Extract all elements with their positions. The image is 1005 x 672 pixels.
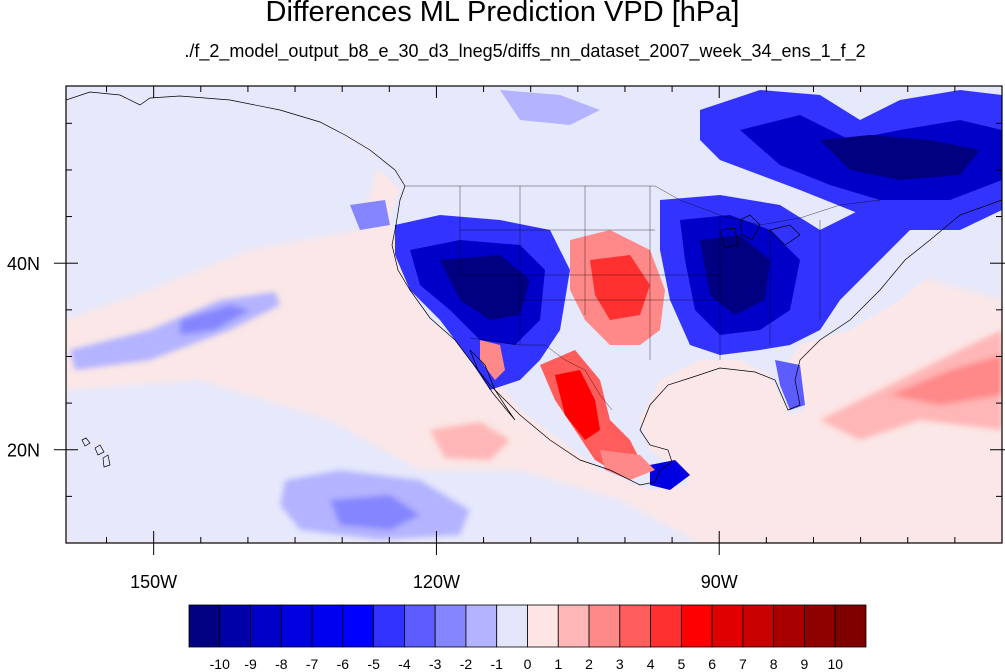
mexico-red-core <box>555 370 600 440</box>
colorbar-label: -4 <box>398 656 411 672</box>
great-lakes <box>719 214 801 249</box>
canada-east-darkest-blue <box>820 135 980 180</box>
oregon-coast-blue <box>350 200 390 230</box>
colorbar-label: 1 <box>554 656 562 672</box>
lon-tick-label: 150W <box>130 572 177 592</box>
colorbar-label: -9 <box>244 656 257 672</box>
colorbar-swatch <box>250 604 282 648</box>
colorbar-swatch <box>465 604 498 648</box>
map-field <box>66 86 1002 543</box>
hawaii-islands <box>81 437 111 468</box>
colorbar-swatch <box>434 604 467 648</box>
colorbar-swatch <box>680 604 713 648</box>
colorbar-swatch <box>557 604 590 648</box>
colorbar-label: -3 <box>429 656 442 672</box>
colorbar-swatch <box>311 604 344 648</box>
colorbar-label: 4 <box>647 656 655 672</box>
baja-california-coastline <box>469 349 516 421</box>
colorbar-swatch <box>496 604 528 648</box>
colorbar-label: 8 <box>770 656 778 672</box>
colorbar-swatch <box>188 604 221 648</box>
positive-anomalies <box>480 230 665 480</box>
colorbar-label: -10 <box>210 656 230 672</box>
colorbar-swatch <box>588 604 621 648</box>
pacific-light-blue-band <box>66 86 380 320</box>
coastlines <box>66 91 1002 486</box>
east-us-darkest-blue <box>700 235 770 315</box>
colorbar-label: -2 <box>460 656 473 672</box>
north-america-coastline <box>391 185 1002 486</box>
colorbar-label: 9 <box>801 656 809 672</box>
yucatan-blue <box>650 460 690 490</box>
colorbar-label: 7 <box>739 656 747 672</box>
colorbar-swatch <box>342 604 375 648</box>
colorbar-swatch <box>404 604 436 648</box>
colorbar-swatch <box>619 604 651 648</box>
colorbar-label: 5 <box>677 656 685 672</box>
colorbar-swatch <box>773 604 805 648</box>
colorbar-label: -8 <box>275 656 288 672</box>
colorbar-label: 6 <box>708 656 716 672</box>
interior-state-lines <box>459 186 821 360</box>
pacific-red-patch <box>430 422 510 460</box>
colorbar-label: 2 <box>585 656 593 672</box>
map-subtitle: ./f_2_model_output_b8_e_30_d3_lneg5/diff… <box>184 41 866 61</box>
colorbar-label: -7 <box>306 656 319 672</box>
lon-tick-label: 120W <box>413 572 460 592</box>
axis-ticks <box>54 86 1005 555</box>
state-borders <box>405 185 881 411</box>
colorbar-swatch <box>650 604 682 648</box>
colorbar-label: -6 <box>337 656 350 672</box>
colorbar-label: -1 <box>491 656 504 672</box>
florida-blue <box>775 360 805 410</box>
lat-tick-label: 40N <box>7 254 40 274</box>
east-pacific-blue-patch-inner <box>330 495 420 530</box>
colorbar-label: 10 <box>827 656 843 672</box>
colorbar-swatch <box>280 604 313 648</box>
pacific-light-blue-band-south <box>66 380 700 543</box>
mexico-south-red <box>600 450 655 480</box>
plains-red-core <box>590 255 650 320</box>
colorbar-swatch <box>527 604 559 648</box>
lon-tick-label: 90W <box>701 572 738 592</box>
colorbar-swatch <box>219 604 251 648</box>
colorbar-swatch <box>711 604 744 648</box>
colorbar: -10 -9 -8 -7 -6 -5 -4 -3 -2 -1 0 1 2 3 4 5 6 7 8 9 10 <box>188 604 867 672</box>
map-frame <box>65 85 1003 544</box>
map-title: Differences ML Prediction VPD [hPa] <box>265 0 740 28</box>
colorbar-label: 0 <box>524 656 532 672</box>
lat-tick-label: 20N <box>7 441 40 461</box>
colorbar-swatch <box>804 604 836 648</box>
colorbar-swatch <box>834 604 867 648</box>
colorbar-swatch <box>373 604 405 648</box>
baja-red <box>480 340 505 380</box>
pacific-blue-streak-inner <box>180 305 250 335</box>
canada-west-blue-patch <box>500 90 600 125</box>
colorbar-swatch <box>742 604 775 648</box>
atlantic-red-band-inner <box>890 355 1002 405</box>
atlantic-red-band <box>820 330 1002 440</box>
colorbar-label: -5 <box>367 656 380 672</box>
west-us-darkest-blue <box>440 255 530 320</box>
axis-tick-labels: 150W 120W 90W 40N 20N <box>7 254 738 592</box>
colorbar-label: 3 <box>616 656 624 672</box>
us-canada-border <box>405 185 881 226</box>
alaska-coastline <box>66 91 406 187</box>
